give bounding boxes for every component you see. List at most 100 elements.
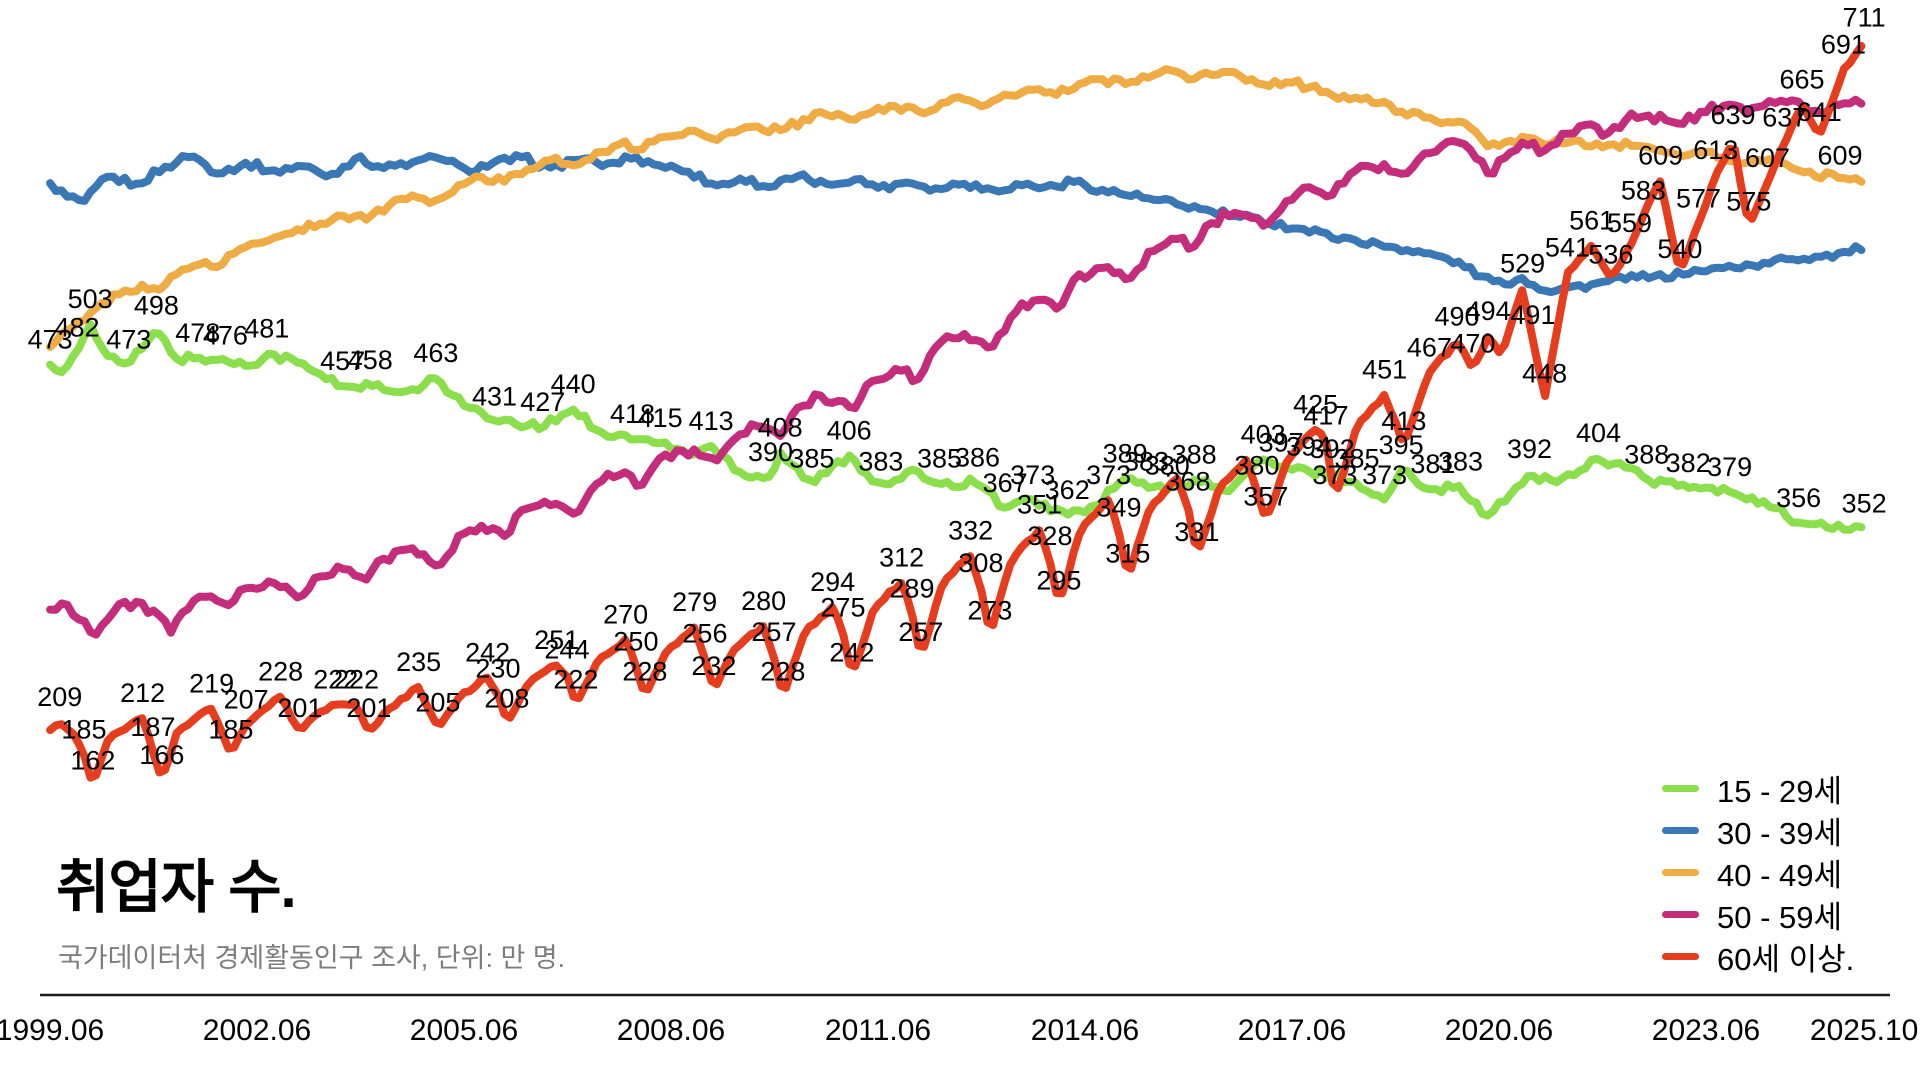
data-point-label: 451	[1362, 354, 1407, 384]
data-point-label: 209	[37, 682, 82, 712]
data-point-label: 463	[413, 338, 458, 368]
data-point-label: 385	[789, 444, 834, 474]
data-point-label: 228	[760, 656, 805, 686]
series-line-15 - 29세	[46, 320, 1866, 534]
data-point-label: 208	[484, 683, 529, 713]
data-point-label: 294	[810, 567, 855, 597]
data-point-label: 403	[1241, 419, 1286, 449]
data-point-label: 404	[1576, 418, 1621, 448]
x-axis-tick-label: 2002.06	[203, 1014, 311, 1047]
data-point-label: 395	[1379, 430, 1424, 460]
data-point-label: 368	[1165, 467, 1210, 497]
data-point-label: 228	[622, 656, 667, 686]
data-point-label: 481	[244, 314, 289, 344]
data-point-label: 381	[1410, 449, 1455, 479]
data-point-label: 162	[70, 746, 115, 776]
data-point-label: 275	[820, 593, 865, 623]
data-point-label: 257	[898, 617, 943, 647]
x-axis-tick-label: 2008.06	[617, 1014, 725, 1047]
data-point-label: 482	[55, 312, 100, 342]
data-point-label: 613	[1693, 135, 1738, 165]
data-point-label: 503	[68, 284, 113, 314]
data-point-label: 388	[1172, 440, 1217, 470]
data-point-label: 244	[544, 635, 589, 665]
data-point-label: 185	[208, 715, 253, 745]
data-point-label: 609	[1817, 140, 1862, 170]
x-axis-tick-label: 2025.10	[1810, 1014, 1918, 1047]
data-point-label: 308	[958, 548, 1003, 578]
legend-item: 30 - 39세	[1662, 814, 1854, 851]
data-point-label: 219	[189, 668, 234, 698]
x-axis-tick-label: 2023.06	[1652, 1014, 1760, 1047]
data-point-label: 201	[346, 693, 391, 723]
data-point-label: 230	[475, 654, 520, 684]
data-point-label: 536	[1588, 239, 1633, 269]
data-point-label: 406	[827, 415, 872, 445]
data-point-label: 201	[277, 693, 322, 723]
legend-swatch	[1662, 826, 1699, 834]
data-point-label: 373	[1362, 460, 1407, 490]
legend-item: 40 - 49세	[1662, 856, 1854, 893]
data-point-label: 295	[1036, 566, 1081, 596]
data-point-label: 383	[858, 446, 903, 476]
data-point-label: 185	[61, 715, 106, 745]
data-point-label: 332	[948, 515, 993, 545]
data-point-label: 470	[1450, 329, 1495, 359]
data-point-label: 418	[610, 399, 655, 429]
data-point-label: 413	[1381, 406, 1426, 436]
data-point-label: 235	[396, 647, 441, 677]
legend-label: 15 - 29세	[1717, 773, 1843, 809]
data-point-label: 166	[139, 740, 184, 770]
data-point-label: 279	[672, 587, 717, 617]
data-point-label: 392	[1507, 434, 1552, 464]
legend-label: 50 - 59세	[1717, 899, 1843, 935]
data-point-label: 397	[1259, 427, 1304, 457]
data-point-label: 228	[258, 656, 303, 686]
legend-swatch	[1662, 868, 1699, 876]
data-point-label: 431	[472, 381, 517, 411]
data-point-label: 187	[130, 712, 175, 742]
data-point-label: 383	[1124, 446, 1169, 476]
x-axis-tick-label: 2014.06	[1031, 1014, 1139, 1047]
data-point-label: 367	[983, 468, 1028, 498]
data-point-label: 257	[751, 617, 796, 647]
data-point-label: 270	[603, 599, 648, 629]
data-point-label: 312	[879, 543, 924, 573]
data-point-label: 607	[1745, 143, 1790, 173]
series-line-50 - 59세	[46, 95, 1866, 639]
data-point-label: 373	[1010, 460, 1055, 490]
data-point-label: 242	[465, 637, 510, 667]
data-point-label: 498	[134, 291, 179, 321]
data-point-label: 540	[1657, 234, 1702, 264]
data-point-label: 251	[534, 625, 579, 655]
data-point-label: 256	[682, 618, 727, 648]
data-point-label: 273	[967, 595, 1012, 625]
data-point-label: 457	[320, 346, 365, 376]
data-point-label: 250	[613, 627, 658, 657]
data-point-label: 415	[638, 403, 683, 433]
data-point-label: 641	[1797, 97, 1842, 127]
data-point-label: 413	[689, 406, 734, 436]
data-point-label: 491	[1510, 300, 1555, 330]
data-point-label: 711	[1843, 2, 1886, 32]
series-line-30 - 39세	[46, 151, 1866, 297]
data-point-label: 222	[334, 664, 379, 694]
data-point-label: 386	[955, 442, 1000, 472]
legend-label: 60세 이상.	[1717, 941, 1855, 977]
data-point-label: 280	[741, 586, 786, 616]
x-axis-tick-label: 1999.06	[0, 1014, 104, 1047]
data-point-label: 575	[1726, 186, 1771, 216]
data-point-label: 665	[1780, 65, 1825, 95]
data-point-label: 390	[748, 437, 793, 467]
data-point-label: 494	[1466, 296, 1511, 326]
data-point-label: 232	[691, 651, 736, 681]
x-axis-tick-label: 2020.06	[1445, 1014, 1553, 1047]
x-axis-tick-label: 2005.06	[410, 1014, 518, 1047]
data-point-label: 212	[120, 678, 165, 708]
legend-swatch	[1662, 952, 1699, 960]
legend-label: 40 - 49세	[1717, 857, 1843, 893]
data-point-label: 382	[1666, 448, 1711, 478]
legend-label: 30 - 39세	[1717, 815, 1843, 851]
